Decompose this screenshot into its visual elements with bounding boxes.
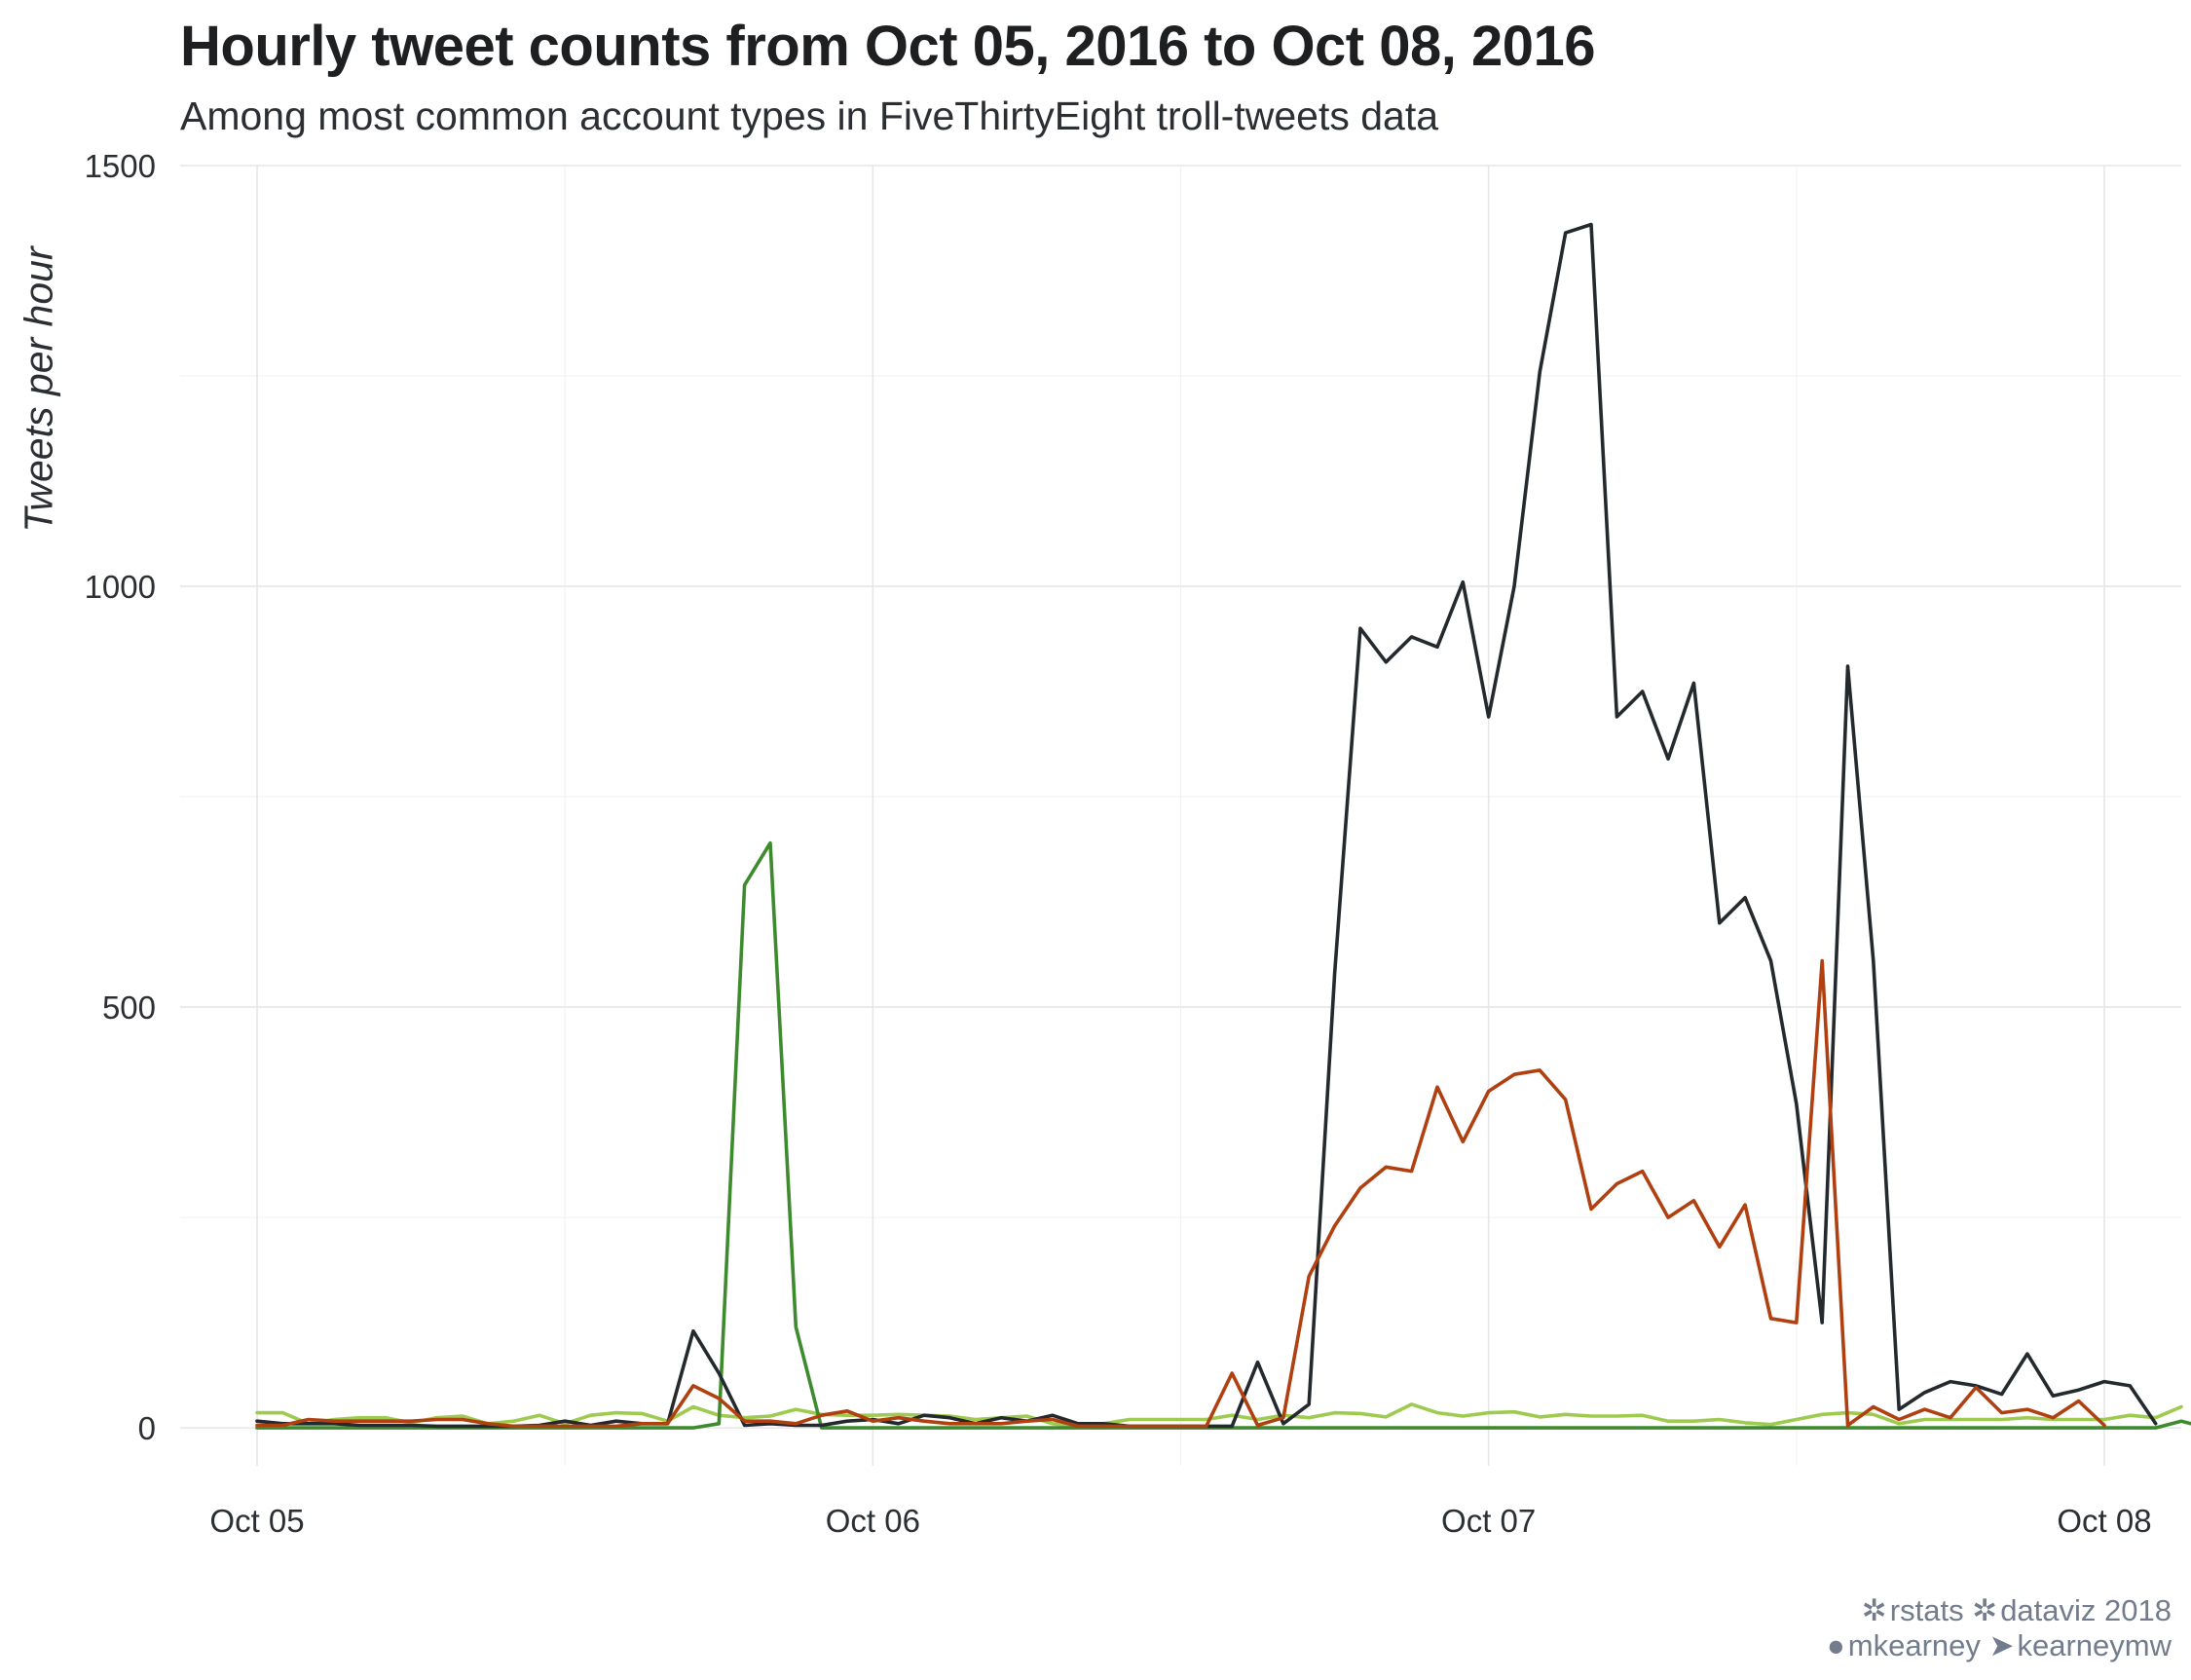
twitter-icon: ➤ <box>1988 1628 2015 1662</box>
gear-icon: ✲ <box>1972 1593 1998 1627</box>
caption-dataviz: dataviz 2018 <box>2000 1593 2172 1627</box>
series-line-1 <box>255 1402 2183 1429</box>
x-tick-label: Oct 07 <box>1441 1503 1536 1539</box>
x-tick-label: Oct 05 <box>209 1503 304 1539</box>
caption-line-1: ✲rstats ✲dataviz 2018 <box>1862 1593 2172 1628</box>
x-tick-label: Oct 08 <box>2057 1503 2151 1539</box>
y-tick-label: 0 <box>138 1410 156 1446</box>
caption-line-2: ●mkearney ➤kearneymw <box>1827 1628 2172 1663</box>
grid-lines <box>180 165 2181 1466</box>
chart-title: Hourly tweet counts from Oct 05, 2016 to… <box>180 15 1596 78</box>
y-tick-label: 500 <box>102 989 156 1026</box>
caption-github: mkearney <box>1847 1628 1981 1662</box>
x-tick-label: Oct 06 <box>826 1503 920 1539</box>
caption-rstats: rstats <box>1889 1593 1964 1627</box>
tick-labels: 0 500 1000 1500 Oct 05 Oct 06 Oct 07 Oct 08 <box>85 148 2152 1539</box>
series-line-3 <box>255 222 2158 1429</box>
caption-twitter: kearneymw <box>2017 1628 2172 1662</box>
y-tick-label: 1000 <box>85 569 156 605</box>
y-tick-label: 1500 <box>85 148 156 184</box>
series-lines <box>255 222 2191 1430</box>
gear-icon: ✲ <box>1861 1593 1887 1627</box>
line-chart: 0 500 1000 1500 Oct 05 Oct 06 Oct 07 Oct 08 <box>85 148 2191 1539</box>
chart-subtitle: Among most common account types in FiveT… <box>180 93 1439 138</box>
github-icon: ● <box>1827 1628 1845 1662</box>
series-line-4 <box>255 958 2106 1429</box>
series-line-2 <box>255 840 2191 1430</box>
